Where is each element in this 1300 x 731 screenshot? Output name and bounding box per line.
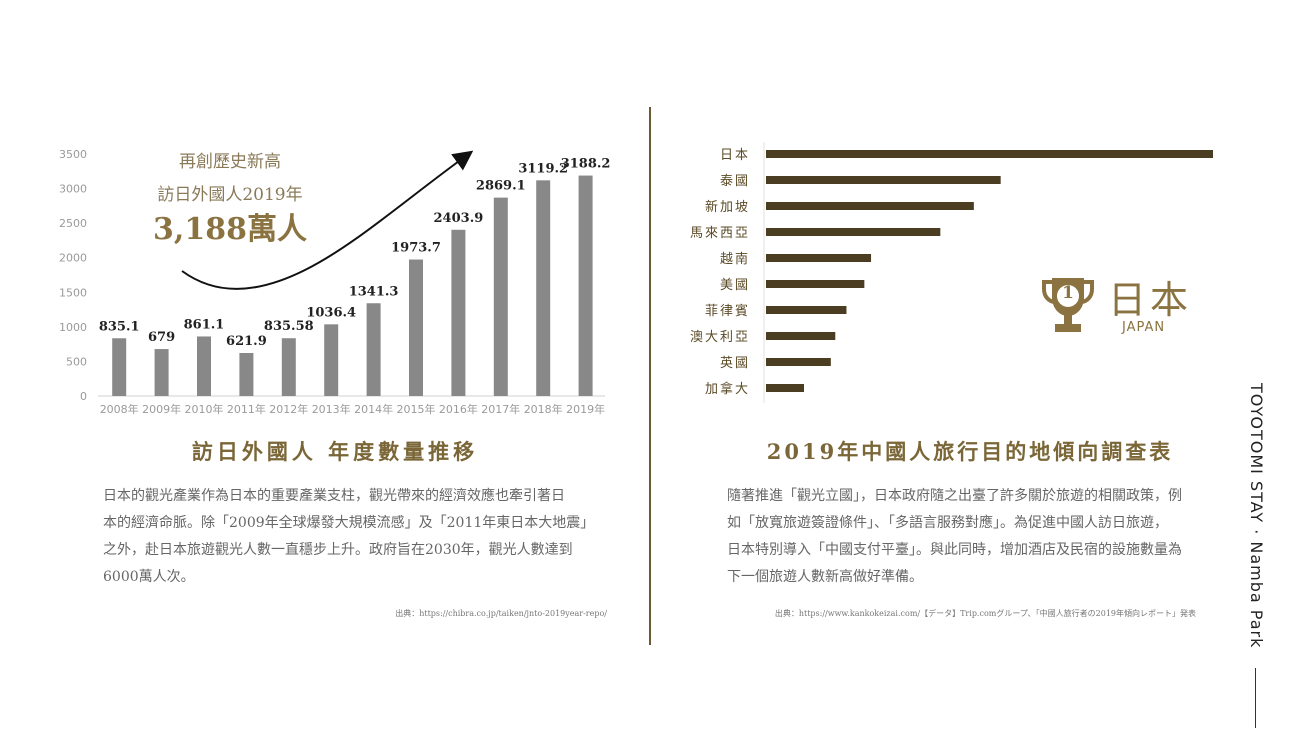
left-paragraph-line: 本的經濟命脈。除「2009年全球爆發大規模流感」及「2011年東日本大地震」 <box>103 515 595 531</box>
left-paragraph: 日本的觀光產業作為日本的重要產業支柱，觀光帶來的經濟效應也牽引著日 本的經濟命脈… <box>103 483 623 591</box>
annotation-total: 3,188萬人 <box>153 212 307 247</box>
category-label: 泰國 <box>720 174 750 189</box>
right-paragraph-line: 如「放寬旅遊簽證條件」、「多語言服務對應」。為促進中國人訪日旅遊， <box>727 515 1168 531</box>
bar-value-label: 679 <box>148 330 175 345</box>
hbar <box>766 150 1213 158</box>
hbar <box>766 280 865 288</box>
bar-value-label: 1036.4 <box>306 305 356 320</box>
left-paragraph-line: 之外，赴日本旅遊觀光人數一直穩步上升。政府旨在2030年，觀光人數達到 <box>103 542 573 558</box>
center-divider <box>649 107 651 645</box>
bar-value-label: 2403.9 <box>434 211 484 226</box>
x-tick-label: 2012年 <box>269 402 308 416</box>
right-paragraph-line: 下一個旅遊人數新高做好準備。 <box>727 569 923 585</box>
hbar <box>766 254 872 262</box>
bar-value-label: 3119.2 <box>518 161 568 176</box>
hbar <box>766 332 836 340</box>
hbar <box>766 306 847 314</box>
right-paragraph-line: 日本特別導入「中國支付平臺」。與此同時，增加酒店及民宿的設施數量為 <box>727 542 1182 558</box>
x-tick-label: 2013年 <box>312 402 351 416</box>
category-label: 英國 <box>720 356 750 371</box>
y-tick-label: 3500 <box>59 148 87 161</box>
bar-value-label: 3188.2 <box>561 157 611 172</box>
bar-value-label: 835.1 <box>99 319 140 334</box>
hbar <box>766 176 1001 184</box>
x-tick-label: 2017年 <box>481 402 520 416</box>
y-tick-label: 2000 <box>59 252 87 265</box>
visitor-bar-chart: 0 500 1000 1500 2000 2500 3000 3500 835.1 679 861… <box>59 148 611 416</box>
left-paragraph-line: 6000萬人次。 <box>103 569 195 585</box>
category-label: 越南 <box>720 251 750 267</box>
bar <box>197 336 211 396</box>
category-label: 馬來西亞 <box>690 226 750 241</box>
annotation-line2: 訪日外國人2019年 <box>157 185 302 205</box>
x-tick-label: 2008年 <box>100 402 139 416</box>
left-source: 出典：https://chibra.co.jp/taiken/jnto-2019… <box>395 609 607 618</box>
category-label: 澳大利亞 <box>690 329 750 345</box>
bar-value-label: 1973.7 <box>391 241 441 256</box>
left-paragraph-line: 日本的觀光產業作為日本的重要產業支柱，觀光帶來的經濟效應也牽引著日 <box>103 488 565 504</box>
category-label: 加拿大 <box>705 381 750 397</box>
y-tick-label: 0 <box>80 390 87 403</box>
bar <box>578 175 593 396</box>
x-tick-label: 2009年 <box>142 402 181 416</box>
category-label: 菲律賓 <box>705 303 750 319</box>
y-tick-label: 1500 <box>59 286 87 299</box>
x-tick-label: 2018年 <box>524 402 563 416</box>
hbar <box>766 228 941 236</box>
hbar <box>766 202 974 210</box>
trophy-icon <box>1042 278 1094 332</box>
x-tick-label: 2014年 <box>354 402 393 416</box>
bar-value-label: 621.9 <box>226 334 267 349</box>
bar <box>281 338 296 396</box>
category-label: 日本 <box>720 148 750 163</box>
left-chart-caption: 訪日外國人 年度數量推移 <box>191 439 479 464</box>
bar-value-label: 861.1 <box>184 317 225 332</box>
category-label: 新加坡 <box>705 199 750 215</box>
annotation-line1: 再創歷史新高 <box>179 152 281 172</box>
bar <box>493 197 508 396</box>
bar <box>536 180 551 396</box>
bar <box>366 303 381 396</box>
rank-number: 1 <box>1062 283 1074 303</box>
bar <box>154 349 169 396</box>
rank-title: 日本 <box>1108 278 1193 322</box>
right-source: 出典：https://www.kankokeizai.com/【データ】Trip… <box>774 609 1196 618</box>
bar <box>451 229 466 396</box>
hbar <box>766 358 831 366</box>
rank-subtitle: JAPAN <box>1122 320 1166 335</box>
category-label: 美國 <box>720 278 750 293</box>
y-tick-label: 500 <box>66 355 87 368</box>
bar-value-label: 835.58 <box>264 319 314 334</box>
bar-value-label: 2869.1 <box>476 179 526 194</box>
side-brand-title: TOYOTOMI STAY · Namba Park <box>1247 383 1266 649</box>
x-tick-label: 2015年 <box>397 402 436 416</box>
y-tick-label: 1000 <box>59 321 87 334</box>
side-rule <box>1255 668 1256 728</box>
right-paragraph-line: 隨著推進「觀光立國」，日本政府隨之出臺了許多關於旅遊的相關政策，例 <box>727 488 1182 504</box>
bar <box>409 259 423 396</box>
y-tick-label: 3000 <box>59 183 87 196</box>
right-chart-caption: 2019年中國人旅行目的地傾向調查表 <box>766 439 1174 464</box>
x-tick-label: 2016年 <box>439 402 478 416</box>
y-tick-label: 2500 <box>59 217 87 230</box>
right-paragraph: 隨著推進「觀光立國」，日本政府隨之出臺了許多關於旅遊的相關政策，例 如「放寬旅遊… <box>727 483 1237 591</box>
x-tick-label: 2011年 <box>227 402 266 416</box>
rank-badge: 1 日本 JAPAN <box>1040 273 1200 343</box>
bar <box>112 338 127 396</box>
hbar <box>766 384 804 392</box>
x-tick-label: 2010年 <box>185 402 224 416</box>
bar <box>324 324 339 396</box>
bar <box>239 353 254 396</box>
growth-arrow <box>181 150 474 290</box>
bar-value-label: 1341.3 <box>349 284 399 299</box>
x-tick-label: 2019年 <box>566 402 605 416</box>
